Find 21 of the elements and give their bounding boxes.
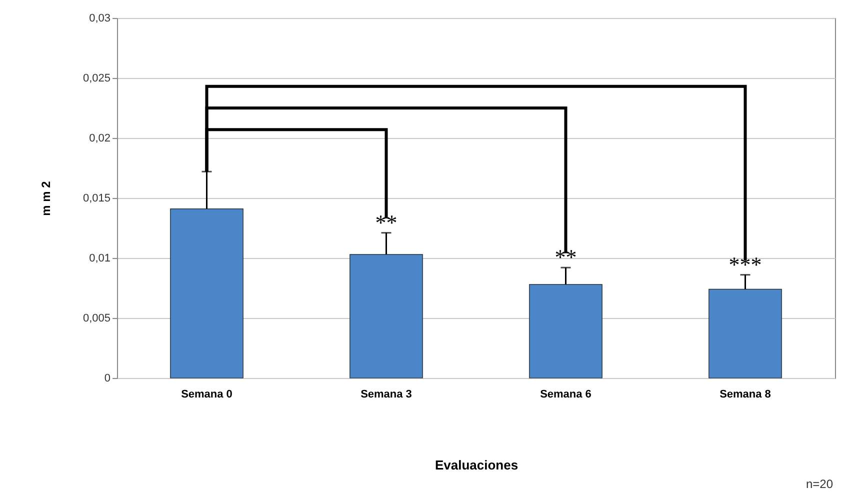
x-axis-title: Evaluaciones	[434, 458, 518, 472]
bar	[170, 208, 244, 378]
y-tick-label: 0,03	[89, 12, 110, 24]
annotation: **	[375, 210, 398, 235]
x-tick-label: Semana 0	[181, 388, 232, 400]
annotation: **	[554, 244, 577, 270]
y-tick-label: 0,005	[82, 312, 110, 324]
y-axis-title: m m 2	[38, 180, 53, 216]
x-tick-label: Semana 8	[720, 388, 771, 400]
bar	[350, 254, 423, 378]
text: n=20	[806, 477, 833, 491]
annotation: ***	[728, 252, 762, 277]
x-tick-label: Semana 3	[360, 388, 412, 400]
y-tick-label: 0,02	[89, 132, 110, 144]
y-tick-label: 0	[104, 372, 110, 384]
y-tick-label: 0,025	[82, 72, 110, 84]
y-tick-label: 0,01	[89, 252, 110, 264]
y-tick-label: 0,015	[82, 192, 110, 204]
bar	[708, 288, 782, 378]
x-tick-label: Semana 6	[540, 388, 592, 400]
bar	[529, 284, 602, 378]
